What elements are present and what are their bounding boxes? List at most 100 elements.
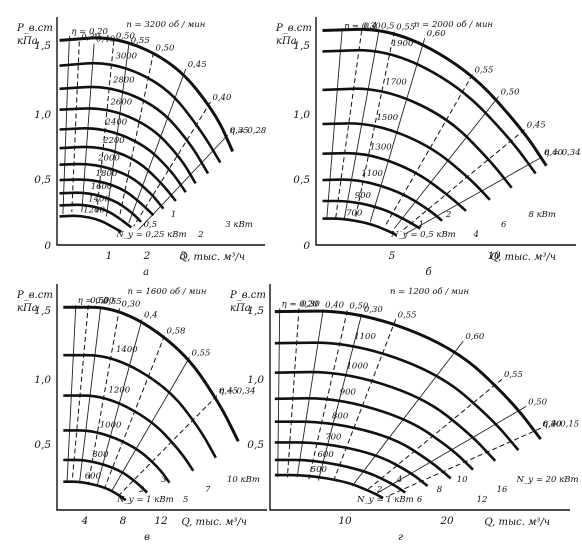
- efficiency-line: [71, 305, 89, 483]
- efficiency-line: [296, 309, 324, 478]
- power-label: 2: [445, 210, 451, 220]
- speed-curve: [322, 87, 513, 189]
- efficiency-label: 0,50: [501, 88, 521, 98]
- speed-curve: [59, 178, 155, 217]
- power-label: 5: [183, 495, 188, 505]
- speed-curve: [59, 36, 235, 153]
- efficiency-line: [332, 319, 397, 483]
- speed-curve: [59, 162, 165, 210]
- speed-curve: [59, 107, 197, 185]
- efficiency-label: 0,35: [230, 126, 249, 136]
- speed-label: 1000: [347, 362, 369, 372]
- x-tick-label: 3: [180, 250, 187, 262]
- efficiency-label: 0,55: [398, 310, 417, 320]
- speed-curve: [63, 394, 195, 472]
- efficiency-label: 0,55: [103, 297, 122, 307]
- speed-curve: [59, 61, 222, 164]
- speed-label: 1800: [96, 169, 118, 179]
- x-tick-label: 2: [143, 250, 151, 262]
- speed-curve: [274, 396, 474, 471]
- speed-curve: [322, 151, 467, 212]
- power-label: 4: [473, 230, 479, 240]
- efficiency-line: [119, 395, 218, 496]
- power-label: 7: [205, 485, 211, 495]
- power-label: N_у = 20 кВт: [516, 475, 579, 485]
- y-tick-label: 1,5: [293, 40, 310, 52]
- y-tick-label: 1,5: [247, 305, 264, 317]
- x-tick-label: 20: [439, 515, 454, 527]
- efficiency-line: [385, 427, 541, 498]
- speed-curve: [274, 341, 520, 451]
- axes: [56, 284, 267, 511]
- power-label: 8 кВт: [529, 210, 557, 220]
- efficiency-line: [71, 41, 80, 213]
- speed-curve: [274, 458, 407, 494]
- power-label: 8: [437, 485, 443, 495]
- x-tick-label: 12: [154, 515, 168, 527]
- speed-curve: [63, 480, 127, 502]
- y-axis-label: P_в.ст: [16, 23, 53, 34]
- x-tick-label: 5: [389, 250, 396, 262]
- speed-label: 1700: [385, 78, 407, 88]
- efficiency-line: [369, 38, 426, 223]
- efficiency-label: 0,30: [122, 299, 142, 309]
- speed-label: 2600: [110, 98, 133, 108]
- efficiency-label: 0,60: [465, 332, 485, 342]
- efficiency-line: [286, 308, 300, 478]
- efficiency-line: [66, 305, 77, 483]
- efficiency-label: 0,45: [188, 60, 207, 70]
- speed-label: 1100: [354, 332, 376, 342]
- speed-label: 1100: [361, 169, 383, 179]
- efficiency-label: 0,55: [504, 370, 523, 380]
- panel-1: 5 10 0 0,5 1,0 1,5 P_в.ст кПа Q, тыс. м³/ч б n = 2…: [275, 17, 581, 278]
- panel-label: a: [143, 267, 149, 278]
- efficiency-line: [317, 313, 363, 481]
- efficiency-line: [351, 340, 464, 487]
- speed-curve: [274, 370, 497, 462]
- efficiency-label: 0,30: [364, 305, 384, 315]
- panel-2: 4 8 12 0,5 1,0 1,5 P_в.ст кПа Q, тыс. м³/ч в n = 1…: [16, 284, 267, 543]
- y-tick-label: 0,5: [34, 174, 51, 186]
- y-axis-unit: кПа: [17, 36, 38, 47]
- y-axis-label: P_в.ст: [16, 290, 53, 301]
- efficiency-label: 0,50: [528, 397, 548, 407]
- efficiency-label: 0,50: [349, 302, 369, 312]
- speed-curve: [59, 191, 143, 223]
- panel-label: б: [425, 267, 432, 278]
- efficiency-line: [87, 308, 120, 484]
- speed-curve: [322, 199, 421, 230]
- panel-label: в: [144, 532, 150, 543]
- y-axis-unit: кПа: [276, 36, 297, 47]
- speed-curve: [274, 441, 429, 488]
- power-label: N_у = 1 кВт: [116, 495, 174, 505]
- speed-label: 500: [311, 465, 328, 475]
- efficiency-label: 0,60: [427, 29, 447, 39]
- speed-curve: [63, 458, 148, 494]
- x-tick-label: 8: [120, 515, 127, 527]
- speed-curve: [274, 309, 542, 441]
- efficiency-line: [404, 156, 543, 235]
- speed-label: 2400: [105, 117, 128, 127]
- efficiency-label: 0,4: [144, 310, 158, 320]
- top-speed-label: n = 2000 об / мин: [414, 19, 493, 30]
- x-axis-label: Q, тыс. м³/ч: [484, 517, 550, 528]
- panel-label: г: [398, 532, 403, 543]
- speed-label: 1500: [377, 113, 399, 123]
- efficiency-label: 0,40: [543, 419, 563, 429]
- efficiency-label: η = 0,34: [544, 148, 581, 158]
- efficiency-label: 0,5: [381, 22, 395, 32]
- efficiency-label: η = 0,15: [543, 419, 580, 429]
- efficiency-label: 0,40: [212, 93, 232, 103]
- speed-curve: [59, 145, 177, 202]
- efficiency-line: [96, 40, 115, 215]
- power-label: 3 кВт: [225, 220, 253, 230]
- y-tick-label: 1,0: [34, 374, 51, 386]
- speed-curve: [59, 214, 123, 233]
- efficiency-label: 0,40: [325, 300, 345, 310]
- efficiency-label: 0,58: [167, 327, 187, 337]
- speed-label: 1400: [88, 194, 110, 204]
- speed-curve: [322, 27, 548, 167]
- efficiency-label: 0,30: [301, 299, 321, 309]
- efficiency-line: [385, 74, 473, 226]
- x-tick-label: 10: [338, 515, 352, 527]
